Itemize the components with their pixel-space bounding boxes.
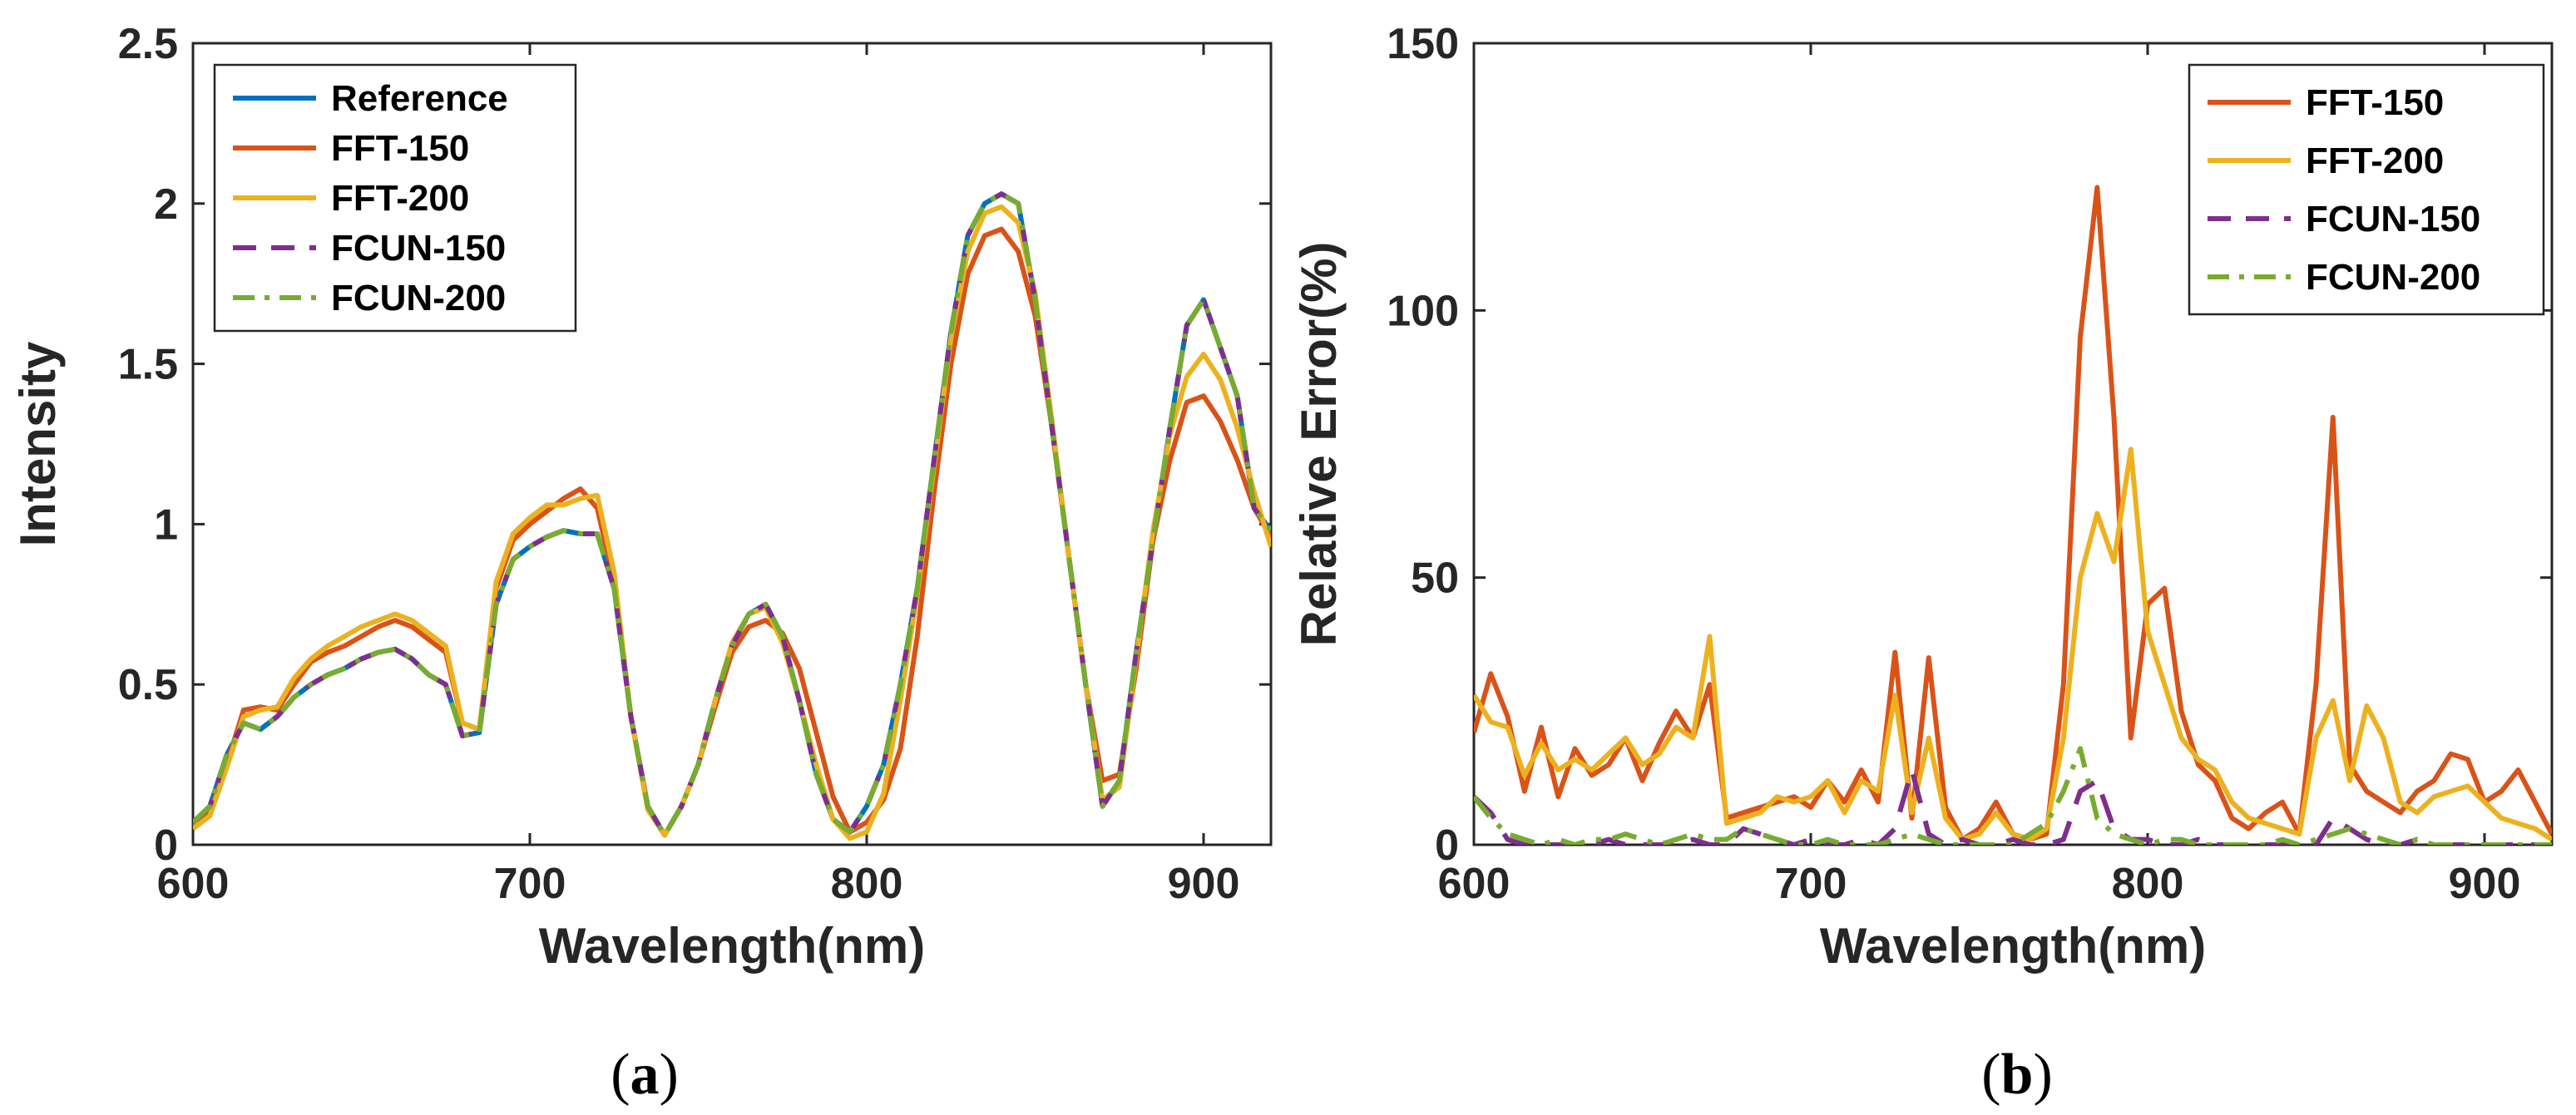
series-line-fcun-150 [1474, 767, 2552, 845]
legend-label-fcun-200: FCUN-200 [331, 278, 506, 318]
x-tick-label: 800 [831, 860, 903, 908]
series-group [193, 191, 1271, 841]
x-tick-label: 600 [1438, 860, 1510, 908]
y-axis-label: Relative Error(%) [1291, 242, 1347, 647]
legend-label-fcun-150: FCUN-150 [331, 228, 506, 269]
y-tick-label: 0.5 [118, 661, 178, 709]
panel-b: 600 700 800 900 0 50 100 150 Wavelength(nm) Relat… [1291, 20, 2554, 974]
legend: FFT-150 FFT-200 FCUN-150 FCUN-200 [2188, 63, 2545, 316]
legend-label-fft-200: FFT-200 [331, 178, 469, 219]
x-tick-label: 900 [1168, 860, 1240, 908]
caption-b: (b) [1981, 1043, 2053, 1107]
series-line-fft-200 [1474, 446, 2552, 842]
legend-label-fft-200: FFT-200 [2306, 141, 2444, 181]
legend-label-fft-150: FFT-150 [2306, 82, 2444, 123]
x-axis-label: Wavelength(nm) [1820, 918, 2206, 974]
x-tick-label: 600 [157, 860, 230, 908]
x-tick-label: 800 [2112, 860, 2184, 908]
y-tick-label: 100 [1387, 287, 1459, 335]
x-tick-label: 900 [2449, 860, 2521, 908]
y-tick-label: 2 [154, 180, 178, 229]
panel-a: 600 700 800 900 0 0.5 1 1.5 2 2.5 Wavelength(nm) In… [10, 20, 1273, 974]
legend-label-fcun-200: FCUN-200 [2306, 257, 2480, 298]
y-tick-label: 150 [1387, 20, 1459, 68]
y-tick-label: 0 [1435, 821, 1459, 870]
y-tick-label: 0 [154, 821, 178, 870]
series-line-fcun-200 [193, 191, 1271, 838]
legend-label-fft-150: FFT-150 [331, 128, 469, 169]
series-group [1474, 185, 2552, 845]
y-tick-label: 2.5 [118, 20, 178, 68]
legend-label-fcun-150: FCUN-150 [2306, 199, 2480, 239]
legend-label-reference: Reference [331, 78, 508, 119]
legend: Reference FFT-150 FFT-200 FCUN-150 FCUN-200 [213, 63, 577, 333]
x-tick-label: 700 [494, 860, 566, 908]
y-axis-label: Intensity [10, 341, 66, 546]
y-tick-label: 50 [1411, 555, 1459, 603]
legend-box [2188, 63, 2545, 316]
y-tick-label: 1.5 [118, 341, 178, 389]
x-axis-label: Wavelength(nm) [539, 918, 925, 974]
x-tick-label: 700 [1775, 860, 1847, 908]
caption-a: (a) [611, 1043, 679, 1107]
y-tick-label: 1 [154, 501, 178, 549]
